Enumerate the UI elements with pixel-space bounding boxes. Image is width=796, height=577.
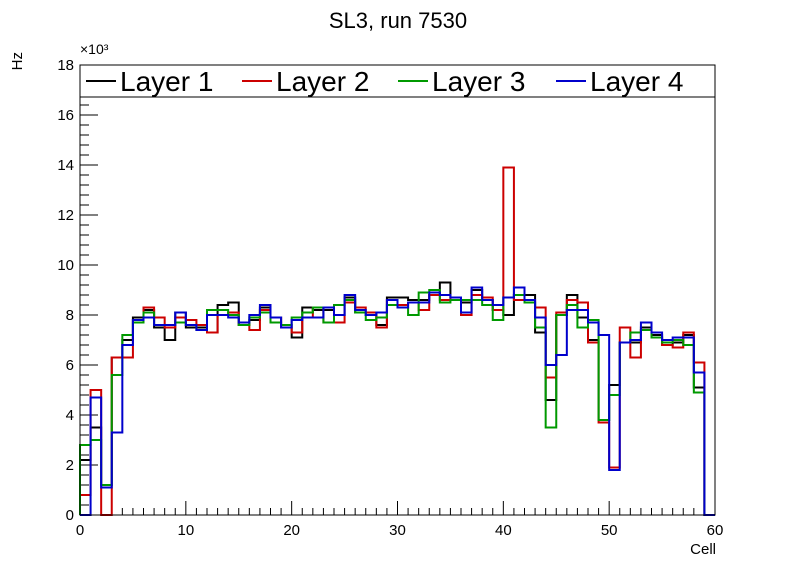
x-axis-label: Cell xyxy=(690,541,716,558)
x-tick-label: 0 xyxy=(76,522,84,539)
x-tick-label: 30 xyxy=(389,522,406,539)
y-tick-label: 14 xyxy=(57,157,74,174)
series-line-layer-4 xyxy=(80,286,715,516)
legend-entry: Layer 2 xyxy=(276,66,369,97)
y-tick-label: 8 xyxy=(66,307,74,324)
y-tick-label: 16 xyxy=(57,107,74,124)
legend: Layer 1 Layer 2 Layer 3 Layer 4 xyxy=(79,64,716,98)
y-tick-label: 2 xyxy=(66,457,74,474)
y-tick-label: 0 xyxy=(66,507,74,524)
y-tick-label: 6 xyxy=(66,357,74,374)
legend-entry: Layer 3 xyxy=(432,66,525,97)
legend-entry: Layer 1 xyxy=(120,66,213,97)
chart-title: SL3, run 7530 xyxy=(329,8,467,33)
x-tick-label: 60 xyxy=(707,522,724,539)
y-axis-label: Hz xyxy=(9,52,26,70)
x-tick-label: 40 xyxy=(495,522,512,539)
legend-entry: Layer 4 xyxy=(590,66,683,97)
y-tick-label: 18 xyxy=(57,57,74,74)
x-tick-label: 50 xyxy=(601,522,618,539)
y-multiplier: ×10³ xyxy=(80,41,109,57)
y-tick-label: 10 xyxy=(57,257,74,274)
x-tick-label: 20 xyxy=(283,522,300,539)
y-tick-label: 12 xyxy=(57,207,74,224)
y-tick-label: 4 xyxy=(66,407,74,424)
x-tick-label: 10 xyxy=(177,522,194,539)
legend-box xyxy=(79,64,716,98)
